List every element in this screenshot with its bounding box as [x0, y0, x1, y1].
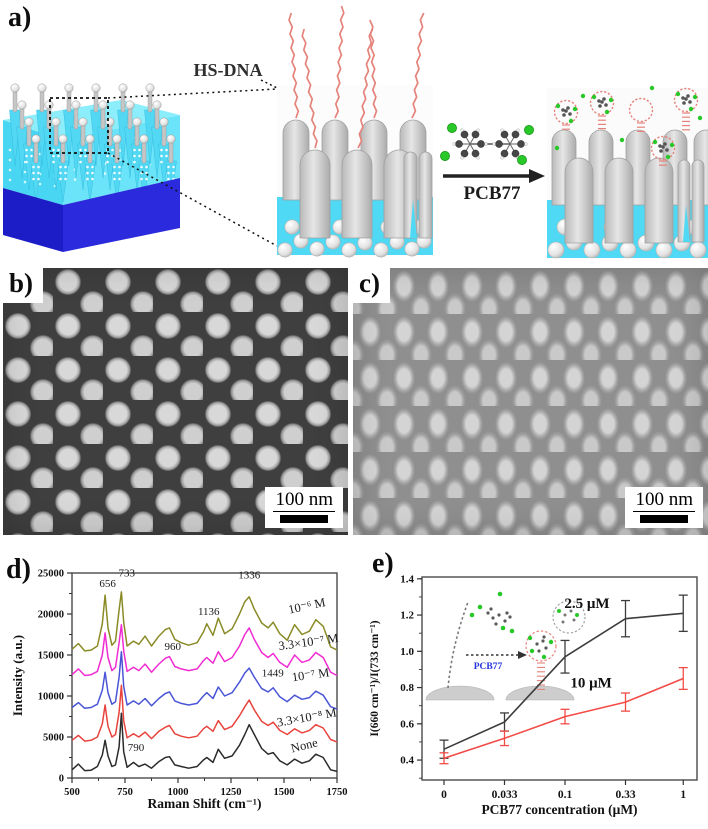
y-tick-label: 1.4 — [400, 573, 414, 585]
x-tick-label: 500 — [64, 787, 80, 798]
y-tick-label: 20000 — [38, 610, 64, 621]
x-tick-label: 1000 — [168, 787, 189, 798]
dna-functionalized-pillars-view — [277, 5, 433, 258]
hs-dna-label: HS-DNA — [193, 60, 262, 80]
peak-label-656: 656 — [99, 578, 116, 590]
x-axis-label: PCB77 concentration (μM) — [481, 802, 637, 817]
y-tick-label: 15000 — [38, 651, 64, 662]
scale-bar-line — [280, 515, 329, 523]
panel-label-e: e) — [372, 548, 394, 579]
inset-schematic: PCB77 — [425, 591, 586, 701]
peak-label-1336: 1336 — [238, 570, 261, 582]
y-tick-label: 0.4 — [400, 755, 414, 767]
y-tick-label: 0.6 — [400, 718, 414, 730]
scale-bar-text: 100 nm — [633, 489, 695, 512]
linear-dna-strand — [447, 601, 469, 689]
y-tick-label: 5000 — [43, 733, 64, 744]
y-axis-label: Intensity (a.u.) — [10, 635, 25, 716]
y-tick-label: 0.8 — [400, 682, 414, 694]
hairpin-capture-view — [547, 85, 708, 259]
scale-bar-line — [640, 515, 689, 523]
y-tick-label: 0 — [59, 774, 64, 785]
peak-label-790: 790 — [128, 742, 145, 754]
panel-a-schematic: HS-DNA PCB77 — [3, 5, 708, 259]
panel-label-b: b) — [3, 268, 44, 304]
zoom-connector-bottom — [107, 152, 278, 247]
nanopillar-array-block — [3, 83, 278, 252]
series-label: 10⁻⁷ M — [291, 665, 330, 684]
peak-label-1449: 1449 — [262, 667, 285, 679]
pcb77-molecule — [440, 123, 534, 165]
spectrum-3.3×10⁻⁷ M — [71, 623, 338, 677]
spectrum-None — [71, 712, 338, 773]
y-tick-label: 10000 — [38, 692, 64, 703]
peak-label-733: 733 — [118, 567, 135, 579]
x-axis-label: Raman Shift (cm⁻¹) — [148, 796, 262, 811]
series-label: 10 μM — [570, 676, 611, 692]
x-tick-label: 0.033 — [492, 789, 518, 801]
series-line-2.5 μM — [443, 612, 684, 750]
raman-spectra-chart: 500 750 1000 1250 1500 1750 0 5000 10000 15000 200… — [10, 567, 348, 811]
series-label: 2.5 μM — [564, 596, 609, 612]
series-label: 3.3×10⁻⁷ M — [278, 631, 340, 653]
reaction-arrow — [443, 169, 545, 183]
x-tick-label: 0 — [441, 789, 447, 801]
dome-left — [425, 685, 495, 701]
y-tick-label: 25000 — [38, 569, 64, 580]
x-tick-label: 0.33 — [615, 789, 635, 801]
hs-dna-pointer-line — [260, 79, 278, 89]
y-tick-label: 1.2 — [400, 610, 414, 622]
series-label: 3.3×10⁻⁸ M — [276, 705, 338, 729]
panel-label-d: d) — [6, 554, 31, 585]
plot-frame — [421, 576, 698, 781]
x-tick-label: 1250 — [221, 787, 242, 798]
sem-image-tilted-view: c) 100 nm — [353, 268, 708, 535]
panel-label-a: a) — [8, 2, 32, 33]
dome-right — [505, 685, 575, 701]
substrate-base — [3, 188, 63, 252]
pcb77-arrow-label: PCB77 — [464, 183, 522, 204]
series-label: None — [289, 735, 319, 755]
series-label: 10⁻⁶ M — [287, 595, 327, 617]
pcb77-response-chart: PCB77 0 0.033 0.1 0.33 1 0.4 0.6 0.8 1.0 1.2 1.4 PC… — [369, 573, 698, 817]
x-tick-label: 1 — [680, 789, 686, 801]
y-tick-label: 1.0 — [400, 646, 414, 658]
x-tick-label: 1500 — [274, 787, 295, 798]
panel-label-c: c) — [353, 268, 390, 304]
peak-label-1136: 1136 — [198, 606, 220, 618]
spectrum-10⁻⁶ M — [71, 591, 338, 652]
sem-image-top-view: b) 100 nm — [3, 268, 348, 535]
inset-pcb77-label: PCB77 — [474, 662, 503, 672]
scale-bar-b: 100 nm — [265, 487, 343, 528]
spectrum-3.3×10⁻⁸ M — [71, 684, 338, 743]
scale-bar-text: 100 nm — [273, 489, 335, 512]
peak-label-960: 960 — [164, 641, 181, 653]
zoom-connector-top — [107, 88, 278, 99]
x-tick-label: 1750 — [327, 787, 348, 798]
x-tick-label: 750 — [117, 787, 133, 798]
spectrum-10⁻⁷ M — [71, 650, 338, 710]
y-axis-label: I(660 cm⁻¹)/I(733 cm⁻¹) — [369, 620, 381, 736]
scale-bar-c: 100 nm — [625, 487, 703, 528]
x-tick-label: 0.1 — [558, 789, 573, 801]
zoom-selection-box — [49, 97, 109, 154]
